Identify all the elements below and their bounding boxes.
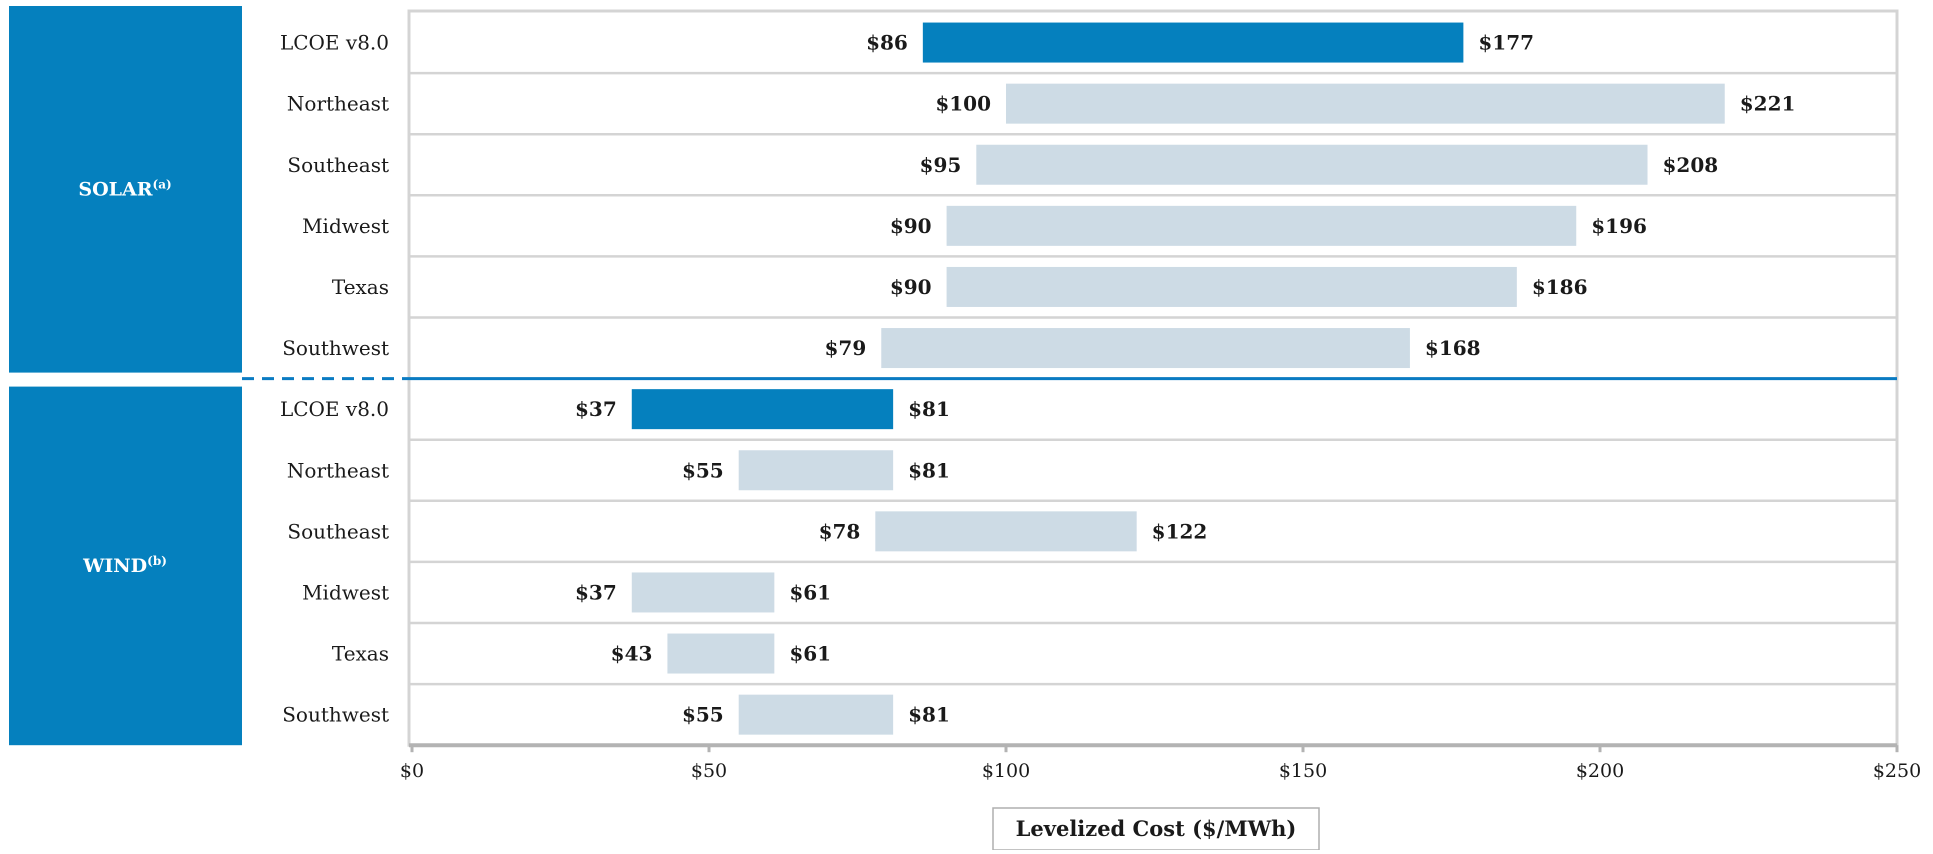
regional-range-bar <box>946 266 1517 307</box>
row-label: Texas <box>332 275 389 299</box>
low-value-label: $86 <box>866 31 908 55</box>
row-label: Southwest <box>282 703 389 727</box>
row-label: Northeast <box>287 458 389 482</box>
regional-range-bar <box>738 450 894 491</box>
x-tick-label: $100 <box>982 760 1030 782</box>
high-value-label: $221 <box>1740 92 1796 116</box>
group-name: SOLAR <box>78 178 152 200</box>
high-value-label: $177 <box>1478 31 1534 55</box>
regional-range-bar <box>738 694 894 735</box>
x-tick-label: $250 <box>1873 760 1921 782</box>
highlight-range-bar <box>922 22 1464 63</box>
high-value-label: $186 <box>1532 275 1588 299</box>
low-value-label: $95 <box>920 153 962 177</box>
low-value-label: $90 <box>890 214 932 238</box>
low-value-label: $90 <box>890 275 932 299</box>
low-value-label: $37 <box>575 580 617 604</box>
high-value-label: $168 <box>1425 336 1481 360</box>
regional-range-bar <box>976 144 1648 185</box>
highlight-range-bar <box>631 389 894 430</box>
group-label-solar: SOLAR(a) <box>78 177 171 200</box>
row-label: Southwest <box>282 336 389 360</box>
x-axis-title: Levelized Cost ($/MWh) <box>1016 816 1297 841</box>
row-label: Midwest <box>302 580 389 604</box>
low-value-label: $79 <box>825 336 867 360</box>
high-value-label: $61 <box>789 642 831 666</box>
low-value-label: $43 <box>611 642 653 666</box>
group-footnote: (a) <box>153 177 172 191</box>
low-value-label: $37 <box>575 397 617 421</box>
x-axis-title-frame <box>992 807 1320 851</box>
low-value-label: $100 <box>935 92 991 116</box>
high-value-label: $122 <box>1152 519 1208 543</box>
low-value-label: $55 <box>682 703 724 727</box>
low-value-label: $78 <box>819 519 861 543</box>
row-label: LCOE v8.0 <box>280 397 389 421</box>
group-box-solar <box>9 6 242 373</box>
high-value-label: $61 <box>789 580 831 604</box>
row-label: Southeast <box>287 153 389 177</box>
x-axis: $0 $50 $100 $150 $200 $250 <box>400 743 1921 782</box>
group-boxes-layer: SOLAR(a) WIND(b) <box>9 6 242 746</box>
regional-range-bar <box>875 511 1137 552</box>
high-value-label: $81 <box>908 703 950 727</box>
x-tick-label: $150 <box>1279 760 1327 782</box>
high-value-label: $81 <box>908 458 950 482</box>
group-footnote: (b) <box>147 554 167 568</box>
row-label: LCOE v8.0 <box>280 31 389 55</box>
low-value-label: $55 <box>682 458 724 482</box>
chart-background-layer <box>242 9 1899 747</box>
x-axis-title-box: Levelized Cost ($/MWh) <box>992 807 1320 851</box>
group-name: WIND <box>82 555 147 577</box>
group-label-wind: WIND(b) <box>82 554 167 577</box>
row-label: Northeast <box>287 92 389 116</box>
x-tick-label: $200 <box>1576 760 1624 782</box>
high-value-label: $208 <box>1663 153 1719 177</box>
labels-layer: LCOE v8.0 $86 $177 Northeast $100 $221 Southea… <box>280 31 1795 727</box>
group-box-wind <box>9 386 242 746</box>
regional-range-bar <box>631 572 775 613</box>
regional-range-bar <box>1006 83 1725 124</box>
regional-range-bar <box>881 328 1410 369</box>
bars-layer <box>631 22 1725 735</box>
regional-range-bar <box>946 205 1577 246</box>
x-tick-label: $50 <box>691 760 727 782</box>
regional-range-bar <box>667 633 775 674</box>
high-value-label: $196 <box>1591 214 1647 238</box>
row-label: Southeast <box>287 519 389 543</box>
row-label: Texas <box>332 642 389 666</box>
row-label: Midwest <box>302 214 389 238</box>
x-tick-label: $0 <box>400 760 424 782</box>
high-value-label: $81 <box>908 397 950 421</box>
